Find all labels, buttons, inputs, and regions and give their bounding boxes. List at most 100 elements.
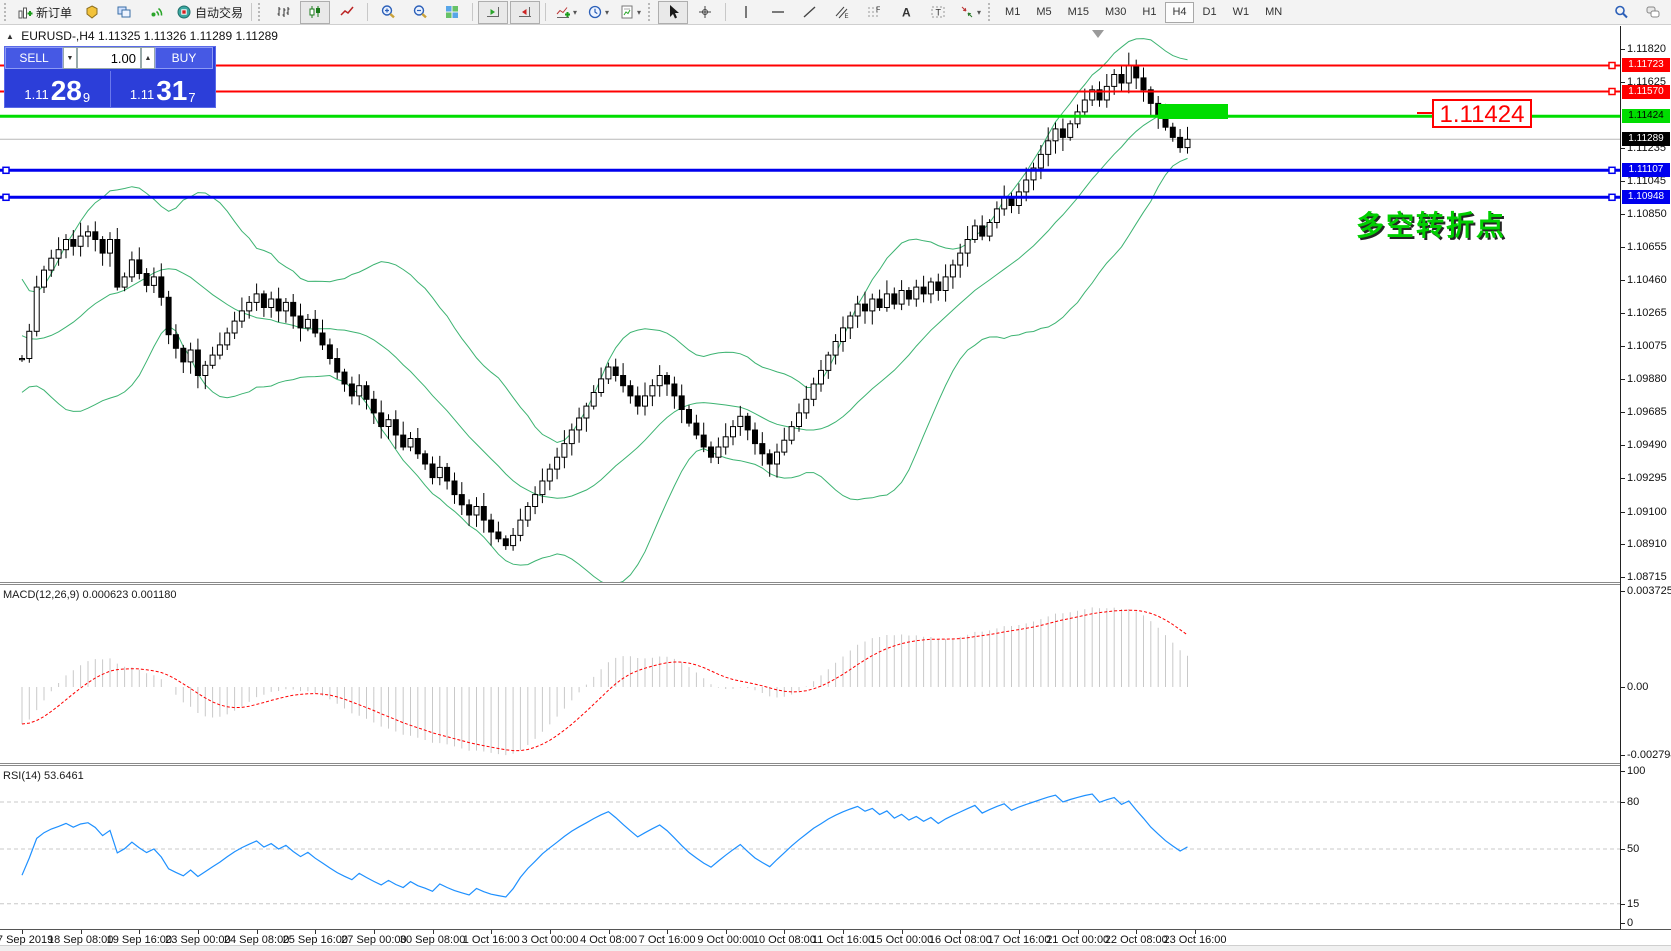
pane-separator[interactable] — [0, 582, 1671, 585]
arrows-button[interactable]: ▾ — [955, 1, 985, 24]
text-button[interactable]: A — [891, 1, 921, 24]
search-button[interactable] — [1606, 1, 1636, 24]
autotrading-button[interactable]: 自动交易 — [173, 1, 246, 24]
toolbar-grip[interactable] — [648, 3, 653, 21]
time-tick-mark — [1019, 930, 1020, 934]
chat-icon — [1646, 6, 1660, 18]
timeframe-button-h1[interactable]: H1 — [1142, 6, 1157, 18]
tile-windows-button[interactable] — [437, 1, 467, 24]
peak-marker-triangle — [1092, 30, 1104, 38]
price-tick-mark — [1621, 49, 1625, 50]
channel-button[interactable]: E — [827, 1, 857, 24]
textlabel-icon: T — [931, 6, 945, 18]
rsi-canvas[interactable] — [0, 766, 1620, 929]
dropdown-caret-icon[interactable]: ▾ — [573, 7, 578, 17]
vertical-line-button[interactable] — [731, 1, 761, 24]
cursor-button[interactable] — [658, 0, 689, 24]
price-tick-label: 1.08910 — [1627, 538, 1667, 550]
macd-canvas[interactable] — [0, 585, 1620, 763]
text-icon: A — [902, 6, 911, 20]
chart-shift-button[interactable] — [510, 0, 541, 24]
rsi-tick-mark — [1621, 904, 1625, 905]
turning-point-annotation[interactable]: 多空转折点 — [1356, 210, 1507, 241]
indicators-button[interactable]: ▾ — [551, 1, 581, 24]
rsi-pane[interactable]: RSI(14) 53.6461 — [0, 766, 1620, 929]
volume-input[interactable] — [77, 47, 141, 69]
zoom-in-button[interactable] — [373, 1, 403, 24]
volume-decrease-button[interactable]: ▼ — [63, 47, 77, 69]
price-tick-mark — [1621, 313, 1625, 314]
fibonacci-button[interactable]: F — [859, 1, 889, 24]
chat-button[interactable] — [1638, 1, 1668, 24]
rsi-tick-mark — [1621, 802, 1625, 803]
text-label-button[interactable]: T — [923, 1, 953, 24]
ask-price[interactable]: 1.11 31 7 — [129, 75, 196, 106]
timeframe-button-d1[interactable]: D1 — [1202, 6, 1217, 18]
time-tick-mark — [1195, 930, 1196, 934]
price-tick-mark — [1621, 512, 1625, 513]
new-order-button-label: 新订单 — [36, 5, 73, 20]
price-tick-label: 1.10460 — [1627, 274, 1667, 286]
timeframe-button-m1[interactable]: M1 — [1005, 6, 1021, 18]
collapse-panel-icon[interactable]: ▲ — [6, 32, 14, 41]
green-zone-rectangle[interactable] — [1158, 103, 1228, 120]
chart-profiles-button[interactable] — [77, 1, 107, 24]
crosshair-button[interactable] — [690, 1, 720, 24]
time-tick-mark — [80, 930, 82, 934]
sell-button[interactable]: SELL — [5, 47, 63, 69]
price-tick-label: 1.10265 — [1627, 307, 1667, 319]
horizontal-line-button[interactable] — [763, 1, 793, 24]
dropdown-caret-icon[interactable]: ▾ — [637, 7, 642, 17]
bid-price[interactable]: 1.11 28 9 — [24, 75, 91, 106]
main-chart-pane[interactable] — [0, 26, 1620, 582]
timeframe-button-h4[interactable]: H4 — [1165, 1, 1194, 23]
pane-separator[interactable] — [0, 763, 1671, 766]
volume-increase-button[interactable]: ▲ — [141, 47, 155, 69]
windows-icon — [117, 6, 131, 18]
price-callout-box[interactable]: 1.11424 — [1432, 99, 1532, 128]
shift-icon — [519, 7, 532, 17]
bar-chart-button[interactable] — [268, 1, 298, 24]
current-price-badge: 1.11289 — [1622, 132, 1670, 146]
time-tick-label: 3 Oct 00:00 — [521, 934, 579, 946]
trendline-button[interactable] — [795, 1, 825, 24]
zoom-out-button[interactable] — [405, 1, 435, 24]
channel-icon: E — [835, 6, 849, 20]
timeframe-button-m15[interactable]: M15 — [1067, 6, 1089, 18]
price-tick-mark — [1621, 214, 1625, 215]
toolbar-grip[interactable] — [988, 3, 993, 21]
price-axis[interactable]: 1.11820 1.11625 1.11235 1.11045 1.10850 1.106… — [1620, 26, 1671, 929]
templates-button[interactable]: ▾ — [615, 1, 645, 24]
cube-icon — [86, 5, 98, 19]
dropdown-caret-icon[interactable]: ▾ — [977, 7, 982, 17]
main-chart-canvas[interactable] — [0, 26, 1620, 582]
price-tick-mark — [1621, 412, 1625, 413]
timeframe-button-m5[interactable]: M5 — [1036, 6, 1052, 18]
timeframe-button-w1[interactable]: W1 — [1232, 6, 1250, 18]
timeframe-button-mn[interactable]: MN — [1265, 6, 1283, 18]
toolbar-grip[interactable] — [258, 3, 263, 21]
hline-icon — [772, 11, 785, 13]
dropdown-caret-icon[interactable]: ▾ — [605, 7, 610, 17]
one-click-trading-panel: SELL ▼ ▲ BUY 1.11 28 9 1.11 31 7 — [4, 46, 216, 108]
line-chart-button[interactable] — [332, 1, 362, 24]
periods-button[interactable]: ▾ — [583, 1, 613, 24]
new-order-button[interactable]: 新订单 — [14, 1, 75, 24]
auto-scroll-button[interactable] — [478, 0, 509, 24]
tline-icon — [803, 6, 816, 18]
macd-tick-label: 0.00 — [1627, 681, 1649, 693]
signals-button[interactable] — [141, 1, 171, 24]
timeframe-button-m30[interactable]: M30 — [1105, 6, 1127, 18]
market-watch-button[interactable] — [109, 1, 139, 24]
rsi-tick-mark — [1621, 923, 1625, 924]
price-tick-mark — [1621, 148, 1625, 149]
toolbar-grip[interactable] — [4, 3, 9, 21]
candlestick-chart-button[interactable] — [300, 0, 331, 24]
macd-pane[interactable]: MACD(12,26,9) 0.000623 0.001180 — [0, 585, 1620, 763]
callout-connector — [1417, 112, 1432, 114]
price-tick-mark — [1621, 478, 1625, 479]
time-tick-mark — [549, 930, 551, 934]
toolbar-separator — [725, 3, 727, 21]
buy-button[interactable]: BUY — [155, 47, 213, 69]
